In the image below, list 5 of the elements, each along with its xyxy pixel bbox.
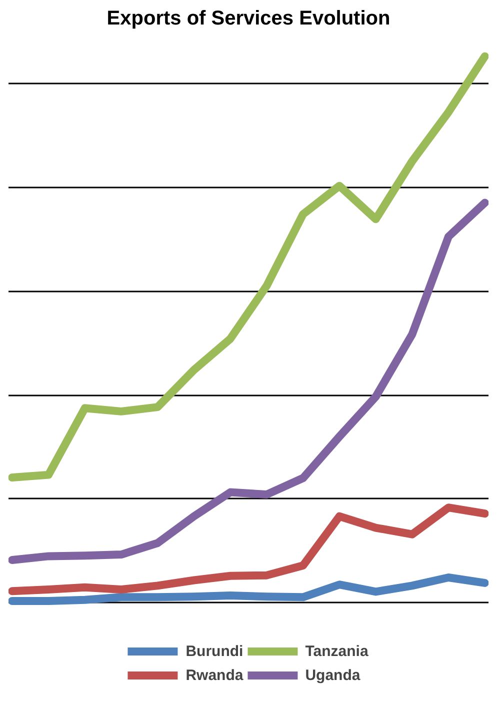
legend-label: Burundi [186, 642, 244, 660]
chart-title: Exports of Services Evolution [106, 8, 390, 30]
legend-label: Rwanda [186, 666, 244, 684]
legend-label: Tanzania [305, 642, 368, 660]
legend-label: Uganda [305, 666, 360, 684]
